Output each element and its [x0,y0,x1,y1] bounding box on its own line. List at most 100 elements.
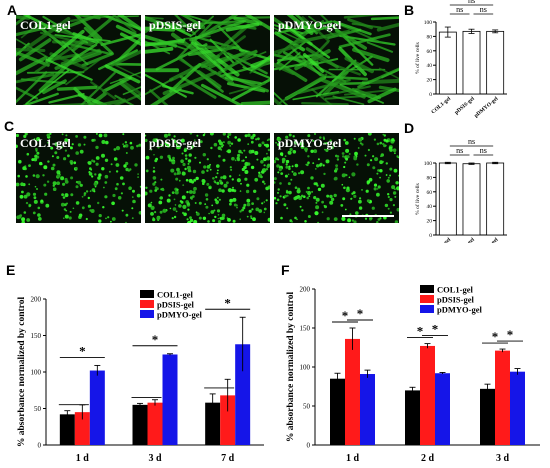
bar [495,350,510,445]
panel-label-c: C [4,118,15,134]
significance-label: ns [456,146,463,155]
significance-star: * [79,343,86,358]
micrograph-a-pdmyo: pDMYO-gel [274,15,399,105]
significance-star: * [492,329,499,344]
significance-label: ns [480,5,487,14]
y-tick-label: 100 [31,369,42,377]
micrograph-label: COL1-gel [20,136,71,150]
y-tick-label: 80 [427,175,433,181]
y-tick-label: 200 [300,286,311,294]
panel-label-b: B [404,2,415,18]
bar [486,30,505,95]
panel-label-a: A [7,2,18,18]
significance-star: * [357,306,364,321]
bar [438,31,457,95]
micrograph-label: pDMYO-gel [278,136,342,150]
significance-label: ns [468,0,475,5]
y-tick-label: 200 [31,296,42,304]
panel-label-d: D [404,120,415,136]
y-tick-label: 0 [38,442,42,450]
y-tick-label: 150 [300,325,311,333]
chart-b: 0 20 40 60 80 100 % of live cells COL1-gel pDSIS… [414,0,507,118]
y-tick-label: 0 [307,442,311,450]
y-tick-label: 0 [429,233,432,239]
y-tick-label: 60 [427,49,433,55]
bar [510,371,525,445]
x-tick-label: 7 d [221,453,235,464]
bar [360,374,375,445]
significance-star: * [507,327,514,342]
x-tick-label: 2 d [421,453,435,464]
bar [89,370,105,445]
legend-label: COL1-gel [157,290,194,300]
y-tick-label: 100 [300,364,311,372]
y-axis-label: % absorbance normalized by control [17,297,27,448]
y-tick-label: 50 [34,405,42,413]
bar [330,378,345,445]
y-axis-label: % of live cells [414,42,421,74]
y-tick-label: 0 [429,92,432,98]
x-tick-label: pDSIS-gel [454,96,476,116]
x-tick-label: pDMYO-gel [473,237,499,243]
bar [480,388,495,445]
chart-e: 0 50 100 150 200 % absorbance normalized by c… [17,290,264,464]
bar [147,402,163,445]
micrograph-a-pdsis: pDSIS-gel [145,15,270,105]
significance-star: * [432,322,439,337]
micrograph-c-pdsis: pDSIS-gel [145,133,270,223]
legend-swatch [140,310,154,318]
y-tick-label: 50 [303,403,311,411]
chart-f: 0 50 100 150 200 % absorbance normalized by c… [286,285,540,464]
x-tick-label: pDMYO-gel [473,96,499,118]
micrograph-c-pdmyo: pDMYO-gel [274,133,399,223]
micrograph-c-col1: COL1-gel [16,133,141,223]
y-tick-label: 60 [427,190,433,196]
significance-star: * [152,332,159,347]
significance-star: * [342,308,349,323]
panel-label-f: F [281,262,290,278]
legend-swatch [140,300,154,308]
bar [132,404,148,445]
significance-label: ns [480,146,487,155]
legend-label: pDSIS-gel [157,300,194,310]
y-tick-label: 100 [424,20,433,26]
micrograph-label: pDSIS-gel [149,136,202,150]
bar [486,162,505,236]
micrograph-label: COL1-gel [20,18,71,32]
bar [420,345,435,445]
bar [435,373,450,445]
y-axis-label: % absorbance normalized by control [286,292,296,443]
legend-swatch [140,290,154,298]
legend-label: pDMYO-gel [437,305,482,315]
bar [162,354,178,445]
bar [462,163,481,236]
micrograph-label: pDMYO-gel [278,18,342,32]
x-tick-label: 1 d [346,453,360,464]
legend-swatch [420,305,434,313]
x-tick-label: 3 d [496,453,510,464]
significance-label: ns [468,137,475,146]
scale-bar [342,215,394,217]
significance-label: ns [456,5,463,14]
y-tick-label: 40 [427,63,433,69]
bar [74,412,90,445]
bar [438,162,457,236]
bar [235,344,251,445]
y-tick-label: 20 [427,219,433,225]
chart-d: 0 20 40 60 80 100 % of live cells COL1-gelpDSIS… [414,137,507,243]
legend-label: pDMYO-gel [157,310,202,320]
bar [345,338,360,445]
significance-star: * [224,295,231,310]
y-axis-label: % of live cells [414,183,421,215]
x-tick-label: 3 d [148,453,162,464]
y-tick-label: 20 [427,78,433,84]
bar [405,390,420,445]
legend-label: pDSIS-gel [437,295,474,305]
bar [462,30,481,95]
bar [220,395,236,445]
legend-swatch [420,295,434,303]
legend-swatch [420,285,434,293]
bar [205,402,221,445]
x-tick-label: pDSIS-gel [454,237,476,243]
bar [59,414,75,445]
